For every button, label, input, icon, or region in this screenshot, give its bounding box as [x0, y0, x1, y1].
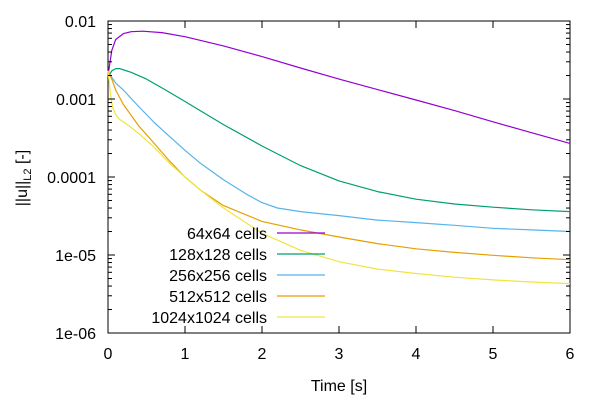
y-tick-label: 0.01 — [65, 14, 96, 31]
x-tick-label: 4 — [412, 346, 421, 363]
x-axis-label: Time [s] — [311, 378, 367, 395]
y-axis-label-unit: [-] — [14, 150, 31, 169]
x-tick-label: 3 — [335, 346, 344, 363]
series-layer — [107, 30, 571, 285]
x-tick-label: 6 — [566, 346, 575, 363]
legend-label-128x128: 128x128 cells — [169, 247, 267, 264]
ticks-layer: 0 1 2 3 4 5 6 1e-06 1e-05 0.0001 0.001 0.01 — [47, 14, 574, 363]
legend-label-1024x1024: 1024x1024 cells — [151, 310, 267, 327]
series-line-128x128 — [107, 67, 571, 213]
x-tick-label: 0 — [104, 346, 113, 363]
plot-area — [107, 20, 571, 334]
plot-frame — [107, 20, 571, 334]
series-line-1024x1024 — [107, 70, 571, 285]
legend-label-512x512: 512x512 cells — [169, 289, 267, 306]
legend-label-64x64: 64x64 cells — [187, 226, 267, 243]
x-tick-label: 2 — [258, 346, 267, 363]
y-tick-label: 0.001 — [56, 92, 96, 109]
y-tick-label: 1e-06 — [55, 326, 96, 343]
series-line-512x512 — [107, 70, 571, 261]
y-tick-label: 0.0001 — [47, 170, 96, 187]
x-tick-label: 1 — [181, 346, 190, 363]
y-axis-label-sub: L2 — [22, 168, 34, 180]
series-line-256x256 — [107, 71, 571, 233]
y-axis-label: ||u||L2 [-] — [14, 150, 34, 206]
y-tick-label: 1e-05 — [55, 248, 96, 265]
x-tick-label: 5 — [489, 346, 498, 363]
series-line-64x64 — [107, 30, 571, 144]
legend-label-256x256: 256x256 cells — [169, 268, 267, 285]
legend: 64x64 cells 128x128 cells 256x256 cells 512… — [151, 226, 325, 327]
y-axis-label-main: ||u|| — [14, 181, 31, 207]
